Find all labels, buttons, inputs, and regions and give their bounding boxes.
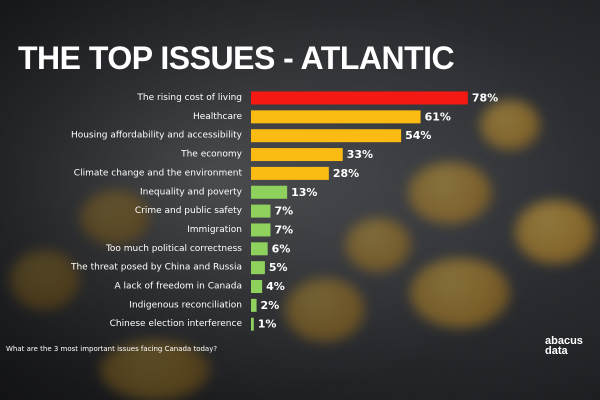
value-label: 13% — [291, 186, 317, 199]
bar — [251, 261, 265, 275]
category-label: Climate change and the environment — [74, 168, 243, 178]
value-label: 33% — [347, 148, 373, 161]
bar — [251, 242, 268, 256]
category-label: Indigenous reconciliation — [129, 300, 242, 310]
value-label: 28% — [333, 167, 359, 180]
value-label: 5% — [269, 261, 288, 274]
bar — [251, 204, 271, 218]
logo-line-2: data — [545, 345, 568, 357]
bar — [251, 148, 343, 162]
value-label: 2% — [261, 299, 280, 312]
bar — [251, 280, 263, 293]
bar — [251, 166, 329, 180]
value-label: 78% — [472, 92, 498, 105]
bar — [251, 223, 271, 237]
category-label: Housing affordability and accessibility — [71, 131, 243, 141]
category-label: Too much political correctness — [105, 244, 242, 254]
category-label: Chinese election interference — [110, 319, 243, 329]
bar — [251, 185, 288, 199]
bar — [251, 317, 254, 331]
category-label: The threat posed by China and Russia — [70, 263, 242, 273]
category-label: A lack of freedom in Canada — [115, 282, 243, 292]
category-label: The economy — [180, 150, 243, 160]
bar — [251, 91, 468, 105]
value-label: 7% — [274, 223, 293, 236]
abacus-data-logo: abacus data — [545, 335, 593, 357]
bar — [251, 129, 402, 143]
category-label: The rising cost of living — [136, 93, 242, 103]
bar — [251, 110, 421, 124]
value-label: 6% — [272, 242, 291, 255]
logo-line-1: abacus — [545, 335, 583, 347]
value-label: 54% — [405, 129, 431, 142]
value-label: 7% — [274, 205, 293, 218]
value-label: 1% — [258, 318, 277, 331]
value-label: 4% — [266, 280, 285, 293]
value-label: 61% — [425, 110, 451, 123]
category-label: Inequality and poverty — [140, 187, 243, 197]
category-label: Crime and public safety — [135, 206, 243, 216]
page-title: THE TOP ISSUES - ATLANTIC — [18, 40, 455, 76]
category-label: Healthcare — [193, 112, 243, 122]
bar — [251, 298, 257, 312]
category-label: Immigration — [187, 225, 242, 235]
survey-question-footnote: What are the 3 most important issues fac… — [6, 345, 218, 353]
